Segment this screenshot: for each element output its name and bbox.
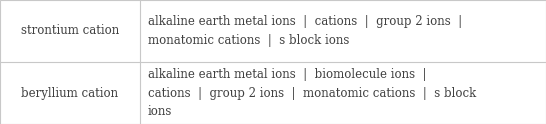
Text: strontium cation: strontium cation: [21, 25, 119, 37]
Text: beryllium cation: beryllium cation: [21, 87, 118, 99]
Text: alkaline earth metal ions  |  cations  |  group 2 ions  |
monatomic cations  |  : alkaline earth metal ions | cations | gr…: [148, 15, 462, 47]
Text: alkaline earth metal ions  |  biomolecule ions  |
cations  |  group 2 ions  |  m: alkaline earth metal ions | biomolecule …: [148, 68, 476, 118]
